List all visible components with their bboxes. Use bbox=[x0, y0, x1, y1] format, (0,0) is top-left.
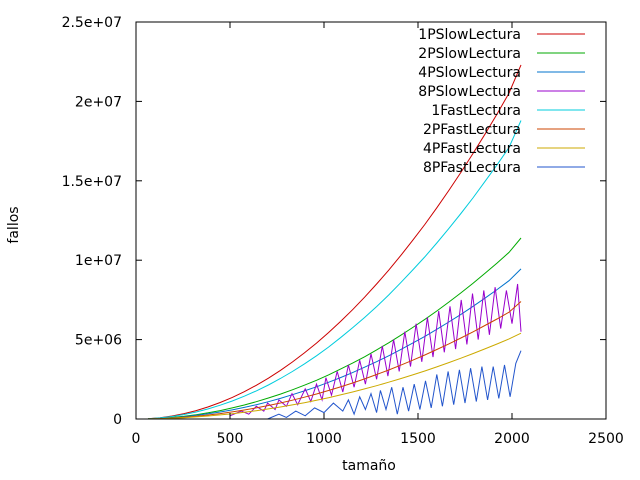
legend-label: 1FastLectura bbox=[431, 103, 521, 119]
series-line-4PFastLectura bbox=[147, 332, 522, 420]
y-tick-label: 2e+07 bbox=[75, 94, 122, 110]
series-line-8PSlowLectura bbox=[229, 283, 522, 417]
legend-label: 2PFastLectura bbox=[423, 122, 521, 138]
series-line-2PFastLectura bbox=[147, 301, 522, 420]
series-line-4PSlowLectura bbox=[147, 268, 522, 420]
x-tick-label: 2500 bbox=[588, 431, 624, 447]
x-tick-label: 500 bbox=[217, 431, 244, 447]
x-tick-label: 2000 bbox=[494, 431, 530, 447]
series-line-1FastLectura bbox=[147, 120, 522, 420]
y-axis: 0 5e+06 1e+07 1.5e+07 2e+07 2.5e+07 bbox=[62, 15, 606, 428]
plot-frame bbox=[135, 21, 607, 420]
x-tick-label: 1000 bbox=[306, 431, 342, 447]
x-tick-label: 0 bbox=[132, 431, 141, 447]
x-tick-label: 1500 bbox=[400, 431, 436, 447]
legend: 1PSlowLectura 2PSlowLectura 4PSlowLectura 8… bbox=[418, 27, 585, 176]
y-axis-title: fallos bbox=[6, 206, 22, 243]
y-tick-label: 0 bbox=[113, 412, 122, 428]
series-line-2PSlowLectura bbox=[147, 237, 522, 420]
series-line-8PFastLectura bbox=[267, 350, 522, 420]
y-tick-label: 1e+07 bbox=[75, 253, 122, 269]
x-axis-title: tamaño bbox=[342, 458, 396, 474]
y-tick-label: 1.5e+07 bbox=[62, 174, 122, 190]
legend-label: 8PFastLectura bbox=[423, 160, 521, 176]
series-layer bbox=[147, 64, 522, 420]
x-axis: 0 500 1000 1500 2000 2500 bbox=[132, 22, 624, 447]
legend-label: 2PSlowLectura bbox=[418, 46, 521, 62]
legend-label: 1PSlowLectura bbox=[418, 27, 521, 43]
series-line-1PSlowLectura bbox=[147, 64, 522, 420]
legend-label: 4PFastLectura bbox=[423, 141, 521, 157]
y-tick-label: 2.5e+07 bbox=[62, 15, 122, 31]
y-tick-label: 5e+06 bbox=[75, 333, 122, 349]
legend-label: 8PSlowLectura bbox=[418, 84, 521, 100]
legend-label: 4PSlowLectura bbox=[418, 65, 521, 81]
